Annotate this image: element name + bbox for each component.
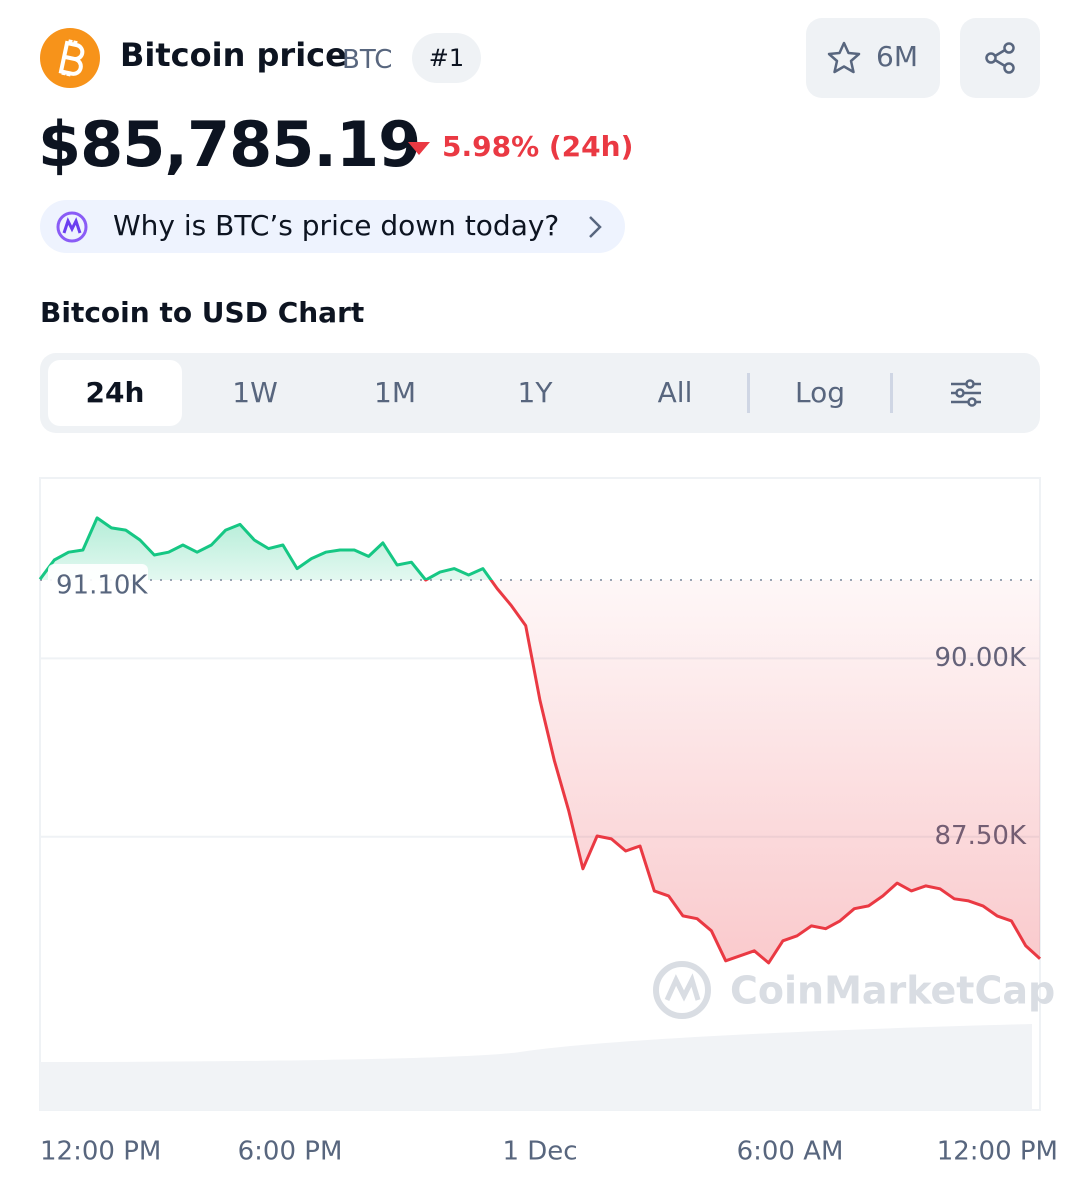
tab-bar [40,353,1040,433]
volume-area [40,1024,1032,1110]
watermark: CoinMarketCap [653,961,1055,1019]
price-change: 5.98% (24h) [442,130,634,163]
coin-logo [40,28,100,88]
divider [890,373,893,413]
share-button[interactable] [960,18,1040,98]
chevron [589,216,602,238]
settings-button[interactable] [948,375,984,411]
coin-name: Bitcoin price [120,36,347,74]
star-icon [827,41,861,74]
insight-button[interactable]: Why is BTC’s price down today? [40,200,625,253]
tab[interactable]: All [657,376,693,409]
tab[interactable]: 1W [232,376,278,409]
ai-icon [56,211,88,243]
x-tick-label: 6:00 AM [737,1137,844,1167]
watchlist-count: 6M [876,40,918,73]
tab[interactable]: 1M [374,376,416,409]
baseline-label-bg [48,563,148,598]
tab[interactable]: Log [794,376,845,409]
tab[interactable]: 24h [48,360,182,426]
down-arrow [408,142,430,155]
x-tick-label: 12:00 PM [40,1137,161,1167]
chart-heading: Bitcoin to USD Chart [40,296,365,329]
x-tick-label: 1 Dec [502,1137,577,1167]
watermark-text: CoinMarketCap [730,969,1055,1013]
x-tick-label: 12:00 PM [937,1137,1058,1167]
price-area [40,517,1040,963]
rank-badge: #1 [412,33,481,83]
tab[interactable]: 1Y [517,376,553,409]
insight-text: Why is BTC’s price down today? [113,209,560,242]
x-tick-label: 6:00 PM [238,1137,343,1167]
price-line [38,516,1042,965]
baseline-label: 91.10K [56,570,148,600]
coin-symbol: BTC [342,45,393,75]
price: $85,785.19 [38,108,421,181]
watchlist-button[interactable]: 6M [806,18,940,98]
divider [747,373,750,413]
share-icon [985,42,1015,74]
